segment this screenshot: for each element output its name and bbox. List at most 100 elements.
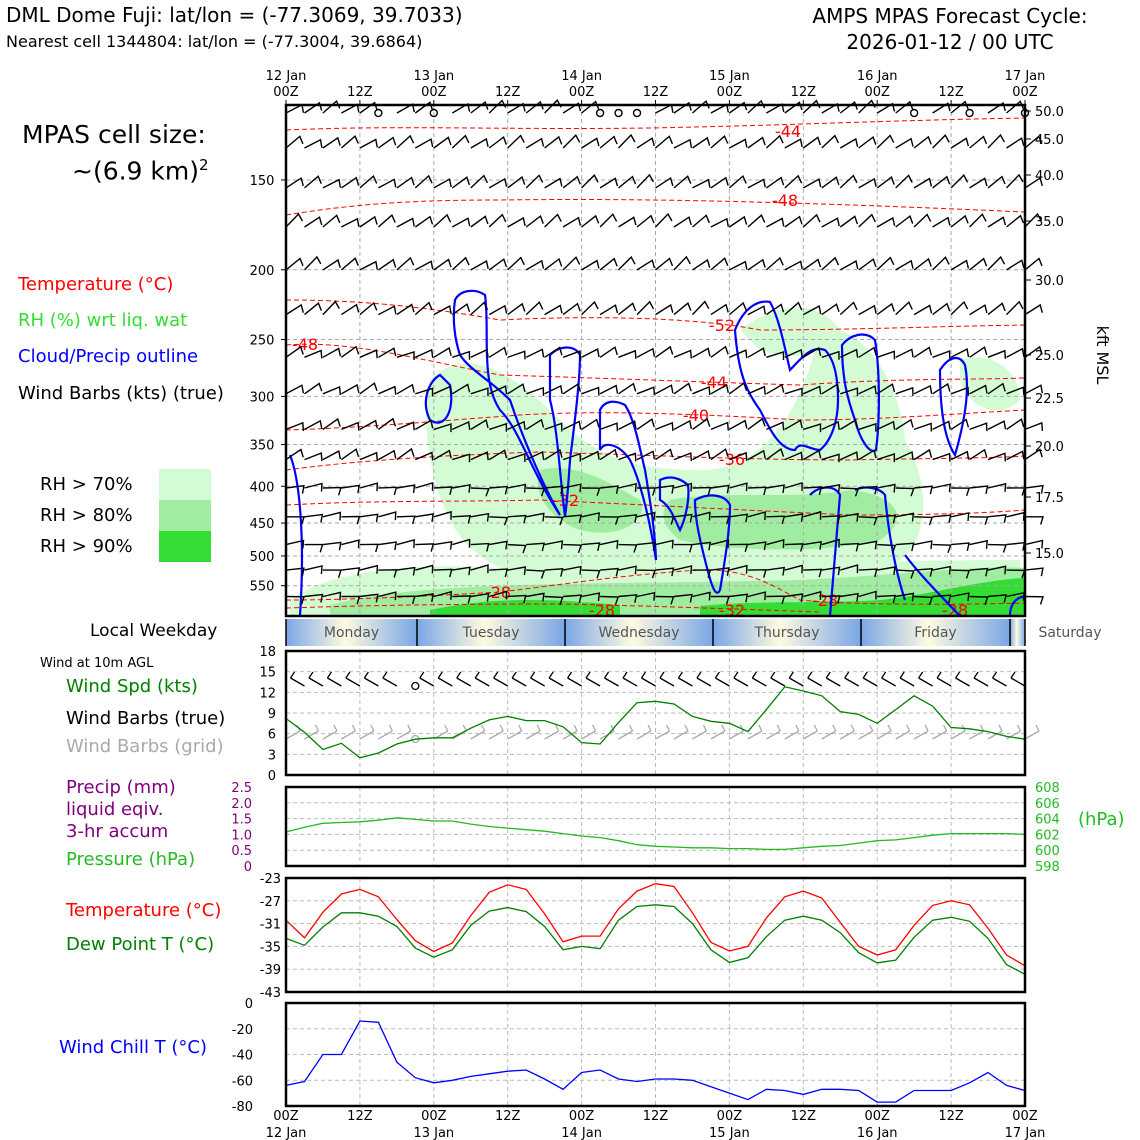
wind-barb xyxy=(562,216,582,228)
bottom-date-label: 12 Jan xyxy=(266,1126,307,1140)
grid-wind-barb xyxy=(470,724,486,740)
wind-barb xyxy=(562,350,582,360)
wind-barb xyxy=(359,260,378,271)
temp-contour-label: -48 xyxy=(772,191,798,210)
wind-barb xyxy=(802,99,821,114)
wind-barb xyxy=(507,302,526,316)
wind-barb xyxy=(636,541,656,551)
grid-wind-barb xyxy=(895,724,911,740)
wind-barb xyxy=(655,257,674,271)
wind-barb xyxy=(803,385,822,395)
wind-barb xyxy=(285,212,304,228)
wind-barb xyxy=(969,595,989,605)
height-tick-label: 22.5 xyxy=(1035,392,1064,407)
wind-barb xyxy=(359,513,379,523)
wind-barb xyxy=(691,300,710,316)
calm-marker xyxy=(632,108,642,118)
wind-barb xyxy=(304,565,323,575)
wind-barb xyxy=(322,300,340,316)
wind-speed-label: Wind Spd (kts) xyxy=(66,676,198,697)
wind-barb xyxy=(489,568,509,578)
wind-barb xyxy=(673,452,693,462)
wind-barb xyxy=(415,593,434,603)
wind-barb xyxy=(599,384,619,395)
wind-barb xyxy=(765,134,784,149)
wind-barb xyxy=(396,256,415,271)
wind-barb xyxy=(599,177,619,189)
wind-barb xyxy=(341,176,360,189)
wind-barb xyxy=(488,258,508,271)
weekday-label-tuesday: Tuesday xyxy=(462,625,520,641)
chill-panel-frame xyxy=(284,1001,1027,1108)
wind-barb xyxy=(636,173,655,189)
wind-barb xyxy=(932,350,951,360)
wind-barb xyxy=(488,385,508,395)
wind-barb xyxy=(470,419,489,430)
wind-barb xyxy=(359,349,378,359)
wind-barb xyxy=(950,137,970,149)
wind-barb xyxy=(729,564,748,574)
wind-barb xyxy=(415,481,434,491)
wind-barb xyxy=(414,215,434,228)
wind-barb xyxy=(784,451,803,461)
grid-wind-barb xyxy=(766,724,781,740)
wind-barb xyxy=(285,176,304,189)
wind-barb xyxy=(969,257,988,271)
wind-barb xyxy=(359,451,378,461)
wind-barb xyxy=(747,347,766,358)
height-tick-label: 45.0 xyxy=(1035,133,1064,148)
wind-barb xyxy=(599,257,618,271)
wind-barb xyxy=(673,138,693,149)
wind-barb xyxy=(655,135,674,149)
wind-barb xyxy=(655,384,674,395)
wind-barb xyxy=(784,215,803,228)
wind-barb xyxy=(581,386,600,396)
wind-barb xyxy=(340,448,360,461)
surface-wind-barb xyxy=(677,671,693,687)
wind-barb xyxy=(636,450,656,461)
wind-barb xyxy=(1006,541,1026,551)
wind-barb xyxy=(562,102,582,114)
wind-barb xyxy=(987,349,1007,359)
wind-barb xyxy=(322,541,342,551)
wind-barb xyxy=(618,452,637,462)
wind-barb xyxy=(987,543,1007,553)
grid-wind-barb xyxy=(544,724,560,740)
calm-marker xyxy=(614,108,623,118)
wind-barb xyxy=(618,420,637,431)
wind-barb xyxy=(396,176,415,189)
pressure-ytick-label: 608 xyxy=(1035,781,1060,796)
wind-barb xyxy=(913,422,933,432)
wind-barb xyxy=(692,569,712,579)
wind-barb xyxy=(858,304,877,316)
weekday-label: Local Weekday xyxy=(90,621,218,641)
wind-barb xyxy=(951,487,971,497)
surface-wind-barb xyxy=(530,671,545,687)
wind-barb xyxy=(803,510,822,520)
wind-barb xyxy=(359,215,378,228)
wind-barb xyxy=(655,567,675,577)
bottom-hour-label: 12Z xyxy=(643,1109,669,1124)
wind-barb xyxy=(784,387,803,397)
wind-barb xyxy=(1024,484,1044,494)
wind-barb xyxy=(322,486,342,496)
wind-barb xyxy=(876,102,896,114)
surface-wind-barb xyxy=(862,671,878,687)
calm-marker xyxy=(429,108,438,118)
wind-barb xyxy=(285,135,304,149)
wind-panel xyxy=(285,651,1040,775)
wind-barb xyxy=(322,591,342,601)
height-tick-label: 30.0 xyxy=(1035,274,1064,289)
wind-barb xyxy=(600,485,619,495)
grid-wind-barb xyxy=(932,724,948,740)
wind-barb xyxy=(895,418,914,430)
grid-wind-barb xyxy=(304,724,320,740)
temp-contour-line xyxy=(285,299,1026,331)
wind-barb xyxy=(378,305,397,316)
wind-barb xyxy=(581,569,601,579)
surface-wind-barb xyxy=(1010,671,1026,687)
wind-barb xyxy=(636,487,656,496)
wind-barb xyxy=(341,484,361,494)
wind-barb xyxy=(914,568,933,577)
wind-chill-label: Wind Chill T (°C) xyxy=(59,1037,207,1058)
